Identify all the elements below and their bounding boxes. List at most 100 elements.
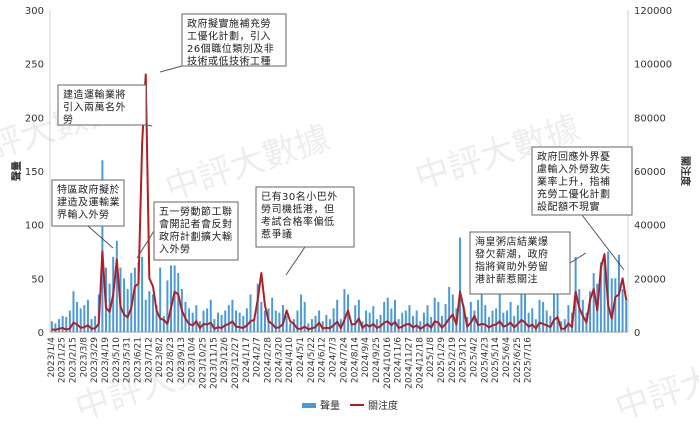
volume-bar [133,267,136,332]
volume-bar [336,299,339,332]
volume-bar [137,262,140,332]
x-tick-label: 2023/12/6 [220,337,230,383]
volume-bar [90,319,93,332]
volume-bar [285,315,288,332]
annotation-text-line: 建造及運輸業 [57,196,120,209]
annotation-box [153,201,239,261]
x-tick-label: 2024/5/22 [307,337,317,383]
annotation-box [51,179,125,227]
volume-bar [123,278,126,332]
x-tick-label: 2025/5/14 [491,337,501,383]
line-layer [51,73,628,331]
volume-bar [462,305,465,332]
volume-bar [531,308,534,332]
volume-bar [148,291,151,332]
volume-bar [448,286,451,332]
x-tick-label: 2023/5/10 [112,337,122,383]
volume-bar [86,299,89,332]
legend-swatch-volume [302,403,316,408]
right-y-tick-label: 80000 [634,113,666,124]
x-tick-label: 2023/10/4 [188,337,198,383]
volume-bar [430,316,433,332]
volume-bar [368,312,371,332]
volume-bar [202,310,205,332]
volume-bar [101,160,104,332]
volume-bar [328,319,331,332]
volume-bar [166,280,169,332]
x-tick-label: 2023/10/25 [199,337,209,389]
volume-bar [318,310,321,332]
x-tick-label: 2024/11/6 [394,337,404,383]
volume-bar [491,310,494,332]
volume-bar [603,256,606,332]
volume-bar [170,265,173,332]
annotation-text-line: 考試合格率偏低 [261,215,335,228]
x-tick-label: 2025/7/16 [524,337,534,383]
annotation-text-line: 建造運輸業將 [63,88,126,101]
annotation-box [469,231,571,295]
x-tick-label: 2023/3/29 [90,337,100,383]
x-tick-label: 2023/9/13 [177,337,187,383]
annotation-text-line: 港計薪惹關注 [475,273,538,286]
volume-bar [307,323,310,332]
x-tick-label: 2023/4/19 [101,337,111,383]
volume-bar [177,272,180,332]
volume-bar [365,310,368,332]
volume-bar [289,323,292,332]
volume-bar [563,319,566,332]
volume-bar [502,312,505,332]
annotation-box [57,84,147,126]
volume-bar [567,305,570,332]
volume-bar [473,310,476,332]
annotation-pointer [159,65,183,73]
volume-bar [115,240,118,332]
volume-bar [195,305,198,332]
volume-bar [552,291,555,332]
volume-bar [68,310,71,332]
volume-bar [469,301,472,332]
volume-bar [249,294,252,332]
legend-label-volume: 聲量 [320,399,340,412]
volume-bar [599,262,602,332]
annotation-box [531,146,633,216]
volume-bar [159,267,162,332]
volume-bar [556,283,559,332]
right-y-tick-label: 40000 [634,221,666,232]
volume-bar [379,314,382,332]
annotation-pointer [87,225,114,249]
volume-bar [419,321,422,332]
annotations-layer: 政府擬實施補充勞工優化計劃，引入26個職位類別及非技術或低技術工種建造運輸業將引… [51,13,633,295]
volume-bar [437,301,440,332]
volume-bar [235,310,238,332]
volume-bar [480,272,483,332]
x-tick-label: 2024/10/16 [383,337,393,389]
volume-bar [614,278,617,332]
annotation-text-line: 五一勞動節工聯 [159,205,233,218]
annotation-text-line: 惹爭議 [261,228,293,241]
volume-bar [390,308,393,332]
volume-bar [216,312,219,332]
volume-bar [83,305,86,332]
volume-bar [278,312,281,332]
volume-bar [263,310,266,332]
legend: 聲量 關注度 [302,399,398,412]
volume-bar [484,305,487,332]
volume-bar [549,315,552,332]
volume-bar [610,278,613,332]
volume-bar [151,294,154,332]
x-tick-label: 2024/4/10 [285,337,295,383]
volume-bar [383,301,386,332]
x-tick-label: 2024/2/7 [253,337,263,377]
annotation-pointer [145,124,153,127]
volume-bar [256,283,259,332]
volume-bar [422,312,425,332]
volume-bar [72,291,75,332]
annotation-text-line: 政府回應外界憂 [537,150,611,163]
volume-bar [162,315,165,332]
volume-bar [173,265,176,332]
x-tick-label: 2023/7/12 [144,337,154,383]
